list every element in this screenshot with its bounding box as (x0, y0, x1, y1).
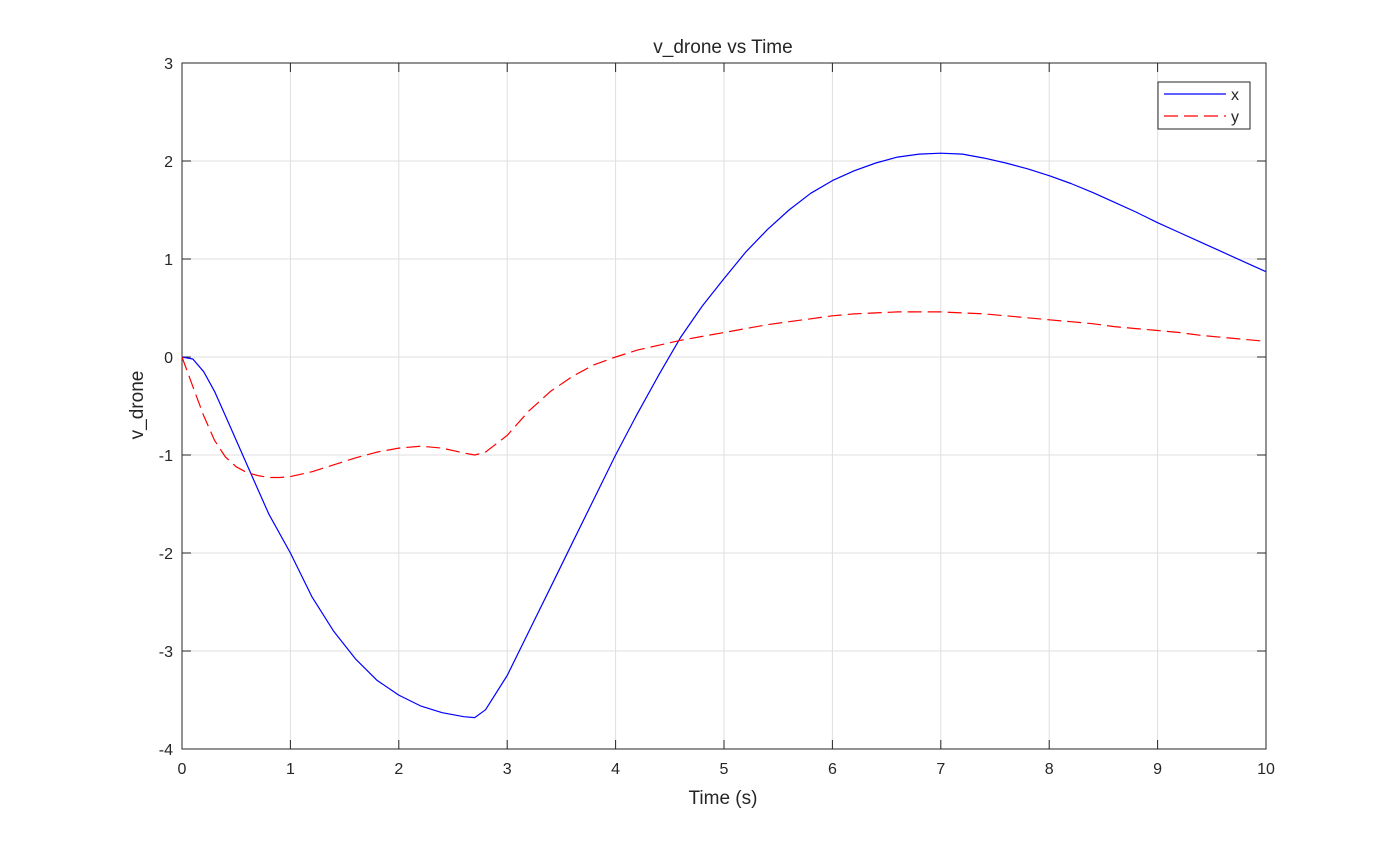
series-line-y (181, 311, 1267, 479)
legend-label-y: y (1231, 109, 1239, 126)
legend-label-x: x (1231, 87, 1239, 104)
series-line-x (181, 152, 1267, 719)
x-tick-label: 9 (1153, 761, 1162, 778)
x-tick-label: 4 (611, 761, 620, 778)
grid (182, 63, 1266, 749)
chart-title: v_drone vs Time (653, 37, 792, 58)
x-tick-label: 8 (1045, 761, 1054, 778)
y-tick-label: -2 (159, 546, 173, 563)
x-tick-label: 1 (286, 761, 295, 778)
x-tick-label: 0 (178, 761, 187, 778)
y-tick-label: 1 (164, 252, 173, 269)
x-tick-label: 2 (394, 761, 403, 778)
x-tick-label: 10 (1257, 761, 1275, 778)
y-tick-label: -3 (159, 644, 173, 661)
y-tick-label: -1 (159, 448, 173, 465)
y-tick-label: 0 (164, 350, 173, 367)
y-tick-label: 3 (164, 56, 173, 73)
x-axis-title: Time (s) (689, 788, 758, 809)
series-group (181, 152, 1267, 719)
legend: xy (1157, 81, 1251, 130)
x-tick-label: 3 (503, 761, 512, 778)
y-tick-label: -4 (159, 742, 173, 759)
y-axis-title: v_drone (127, 371, 148, 440)
y-tick-labels: -4 -3 -2 -1 0 1 2 3 (159, 56, 173, 759)
ticks (181, 62, 1267, 750)
x-tick-labels: 0 1 2 3 4 5 6 7 8 9 10 (178, 761, 1275, 778)
x-tick-label: 7 (936, 761, 945, 778)
y-tick-label: 2 (164, 154, 173, 171)
x-tick-label: 6 (828, 761, 837, 778)
legend-box (1157, 81, 1251, 130)
x-tick-label: 5 (720, 761, 729, 778)
